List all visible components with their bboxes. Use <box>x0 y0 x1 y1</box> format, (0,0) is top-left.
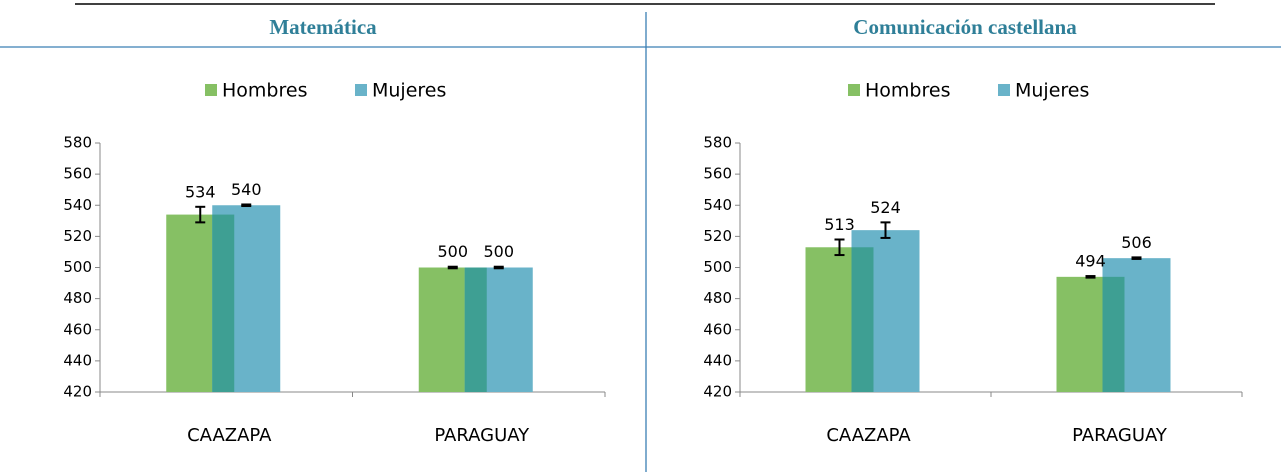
error-bar <box>195 205 206 224</box>
y-tick-label: 420 <box>63 383 92 401</box>
y-tick-label: 580 <box>63 134 92 152</box>
y-tick-label: 560 <box>63 165 92 183</box>
y-tick-label: 560 <box>703 165 732 183</box>
error-bar <box>1131 256 1142 260</box>
bar-overlap <box>851 247 874 392</box>
error-bar <box>1085 275 1096 279</box>
error-bar <box>447 265 458 270</box>
y-tick-label: 520 <box>63 227 92 245</box>
y-tick-label: 540 <box>703 196 732 214</box>
legend-label: Hombres <box>865 80 950 102</box>
y-tick-label: 500 <box>63 258 92 276</box>
value-label: 500 <box>437 242 468 261</box>
y-tick-label: 540 <box>63 196 92 214</box>
value-label: 494 <box>1075 252 1106 271</box>
value-label: 500 <box>483 242 514 261</box>
value-label: 506 <box>1121 233 1152 252</box>
legend-swatch <box>205 84 217 96</box>
error-bar <box>241 203 252 208</box>
bar-overlap <box>1102 276 1125 392</box>
value-label: 534 <box>185 182 216 201</box>
error-bar <box>493 265 504 270</box>
y-tick-label: 420 <box>703 383 732 401</box>
x-tick-label: CAAZAPA <box>187 425 272 446</box>
bar-overlap <box>464 267 487 392</box>
chart-title: Matemática <box>269 15 377 39</box>
y-tick-label: 440 <box>703 351 732 369</box>
y-tick-label: 500 <box>703 258 732 276</box>
legend-swatch <box>355 84 367 96</box>
legend-swatch <box>998 84 1010 96</box>
chart-title: Comunicación castellana <box>853 15 1077 39</box>
bar-overlap <box>212 214 235 392</box>
legend-label: Hombres <box>222 80 307 102</box>
x-tick-label: PARAGUAY <box>434 425 530 446</box>
x-tick-label: CAAZAPA <box>826 425 911 446</box>
y-tick-label: 480 <box>703 289 732 307</box>
legend-label: Mujeres <box>1015 80 1089 102</box>
y-tick-label: 480 <box>63 289 92 307</box>
y-tick-label: 460 <box>703 320 732 338</box>
value-label: 513 <box>824 215 855 234</box>
error-bar <box>834 238 845 257</box>
value-label: 524 <box>870 198 901 217</box>
legend-label: Mujeres <box>372 80 446 102</box>
x-tick-label: PARAGUAY <box>1072 425 1168 446</box>
value-label: 540 <box>231 180 262 199</box>
error-bar <box>880 221 891 239</box>
y-tick-label: 440 <box>63 351 92 369</box>
legend-swatch <box>848 84 860 96</box>
y-tick-label: 460 <box>63 320 92 338</box>
y-tick-label: 520 <box>703 227 732 245</box>
y-tick-label: 580 <box>703 134 732 152</box>
